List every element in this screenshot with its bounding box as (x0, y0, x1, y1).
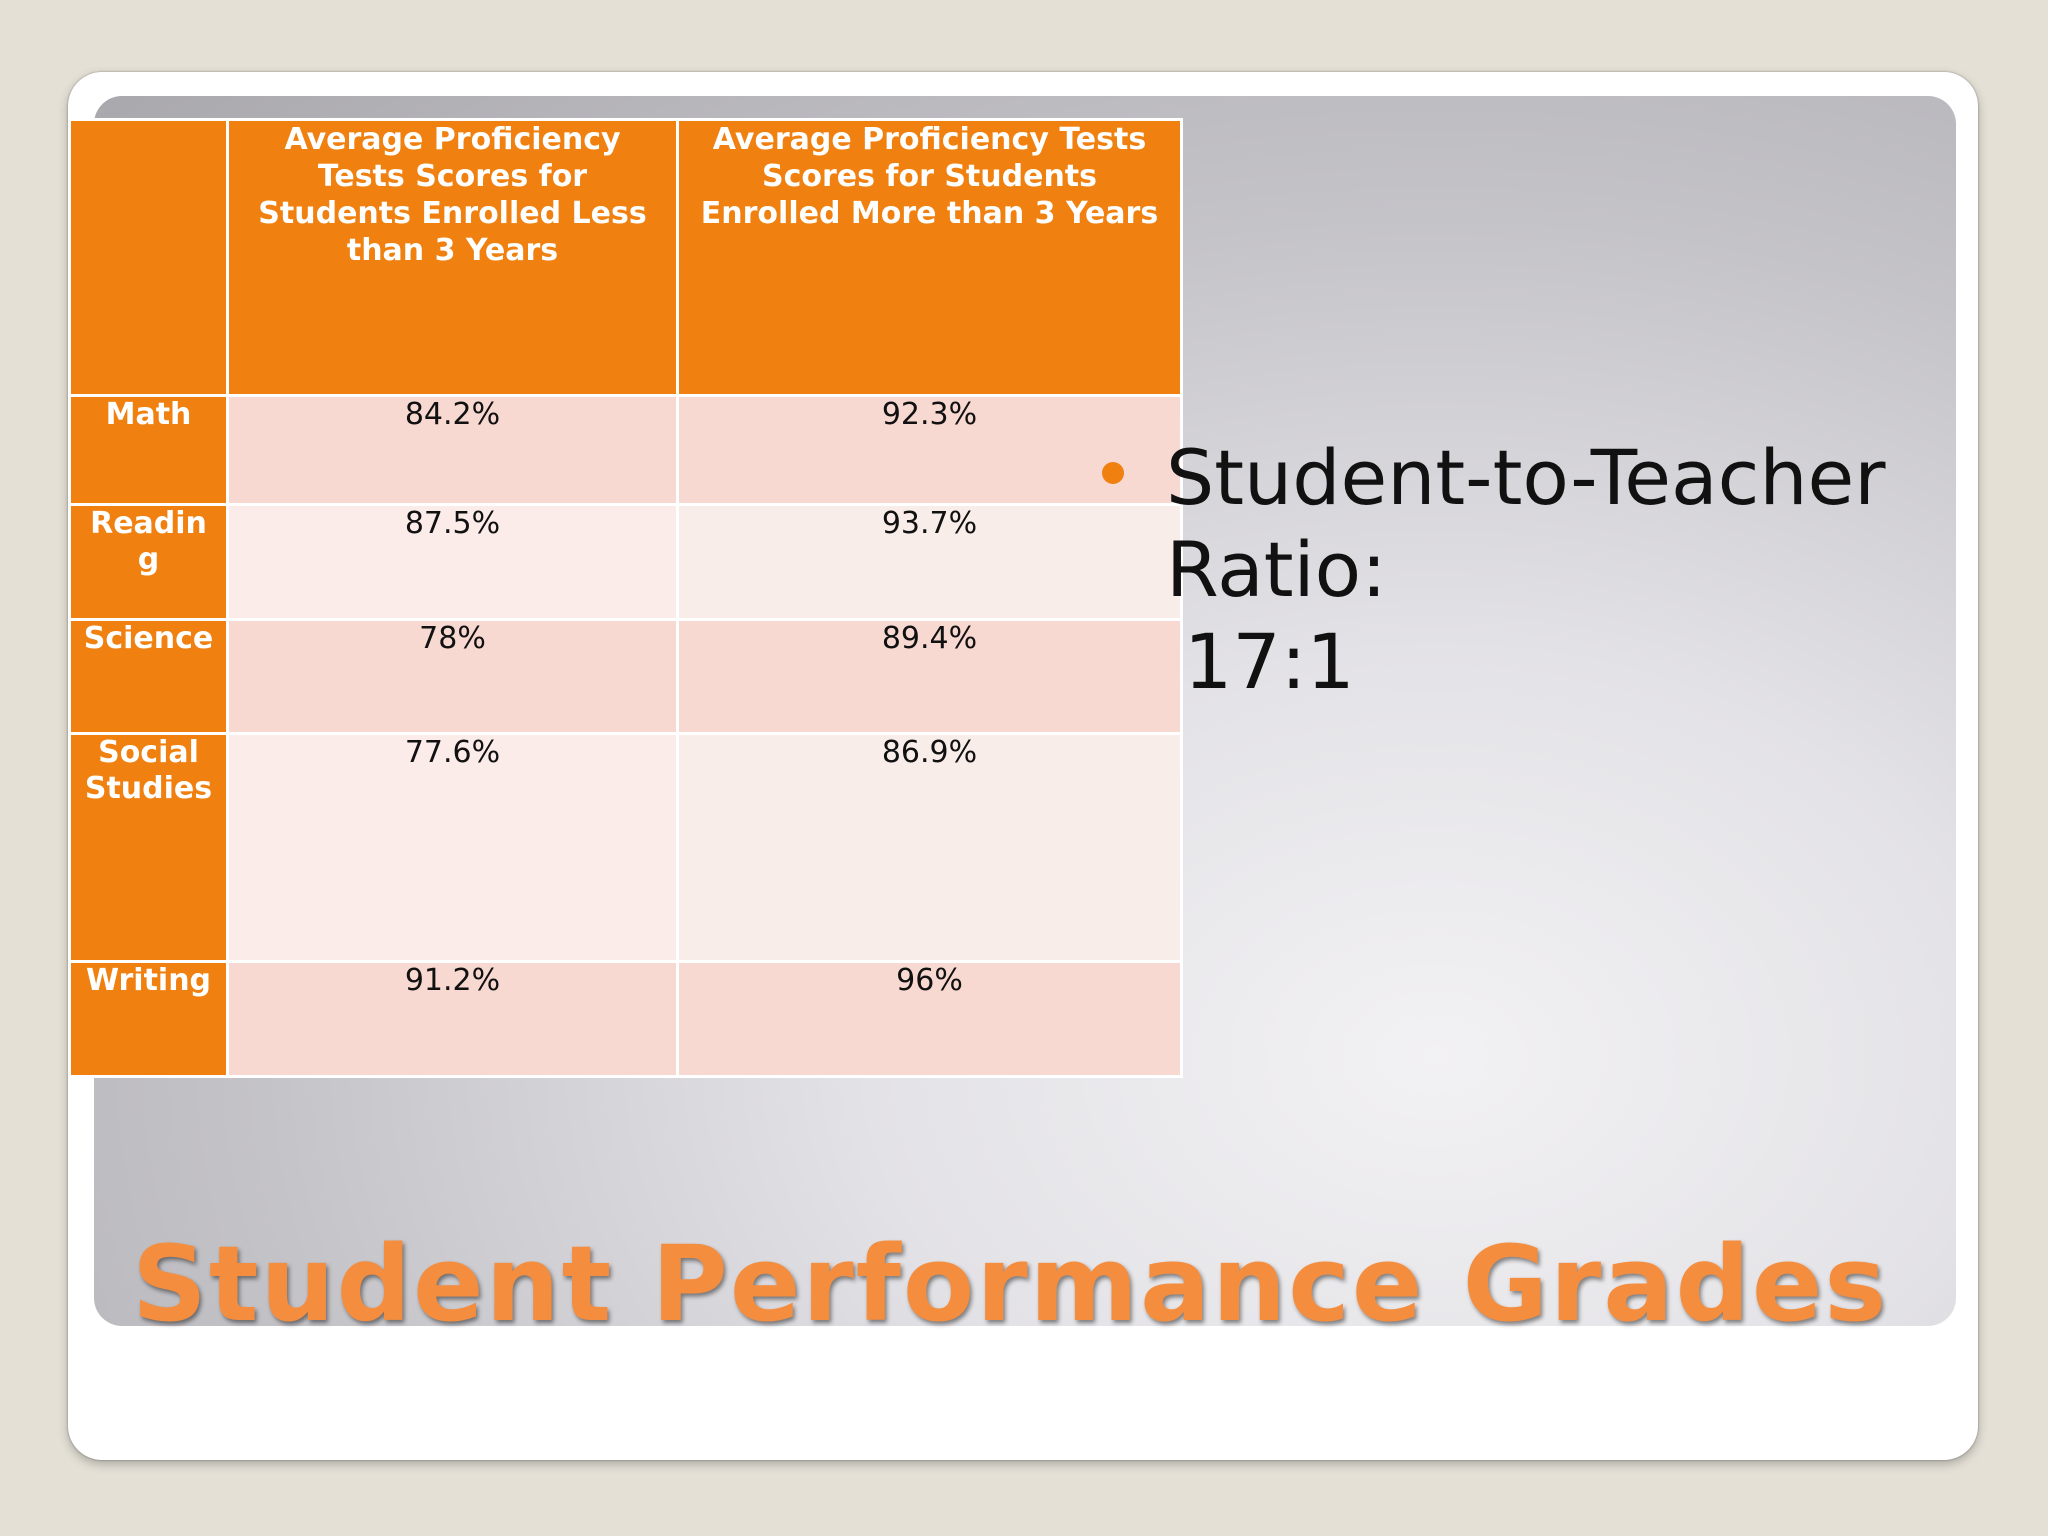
row-header-science: Science (68, 617, 229, 736)
column-header-less-than-3-years: Average Proficiency Tests Scores for Stu… (226, 117, 679, 398)
table-row: Readin g 87.5% 93.7% (68, 502, 1183, 621)
bullet-dot-icon (1102, 462, 1124, 484)
cell-reading-more: 93.7% (676, 502, 1183, 621)
ratio-label-line2: Ratio: (1166, 525, 1387, 614)
cell-social-studies-less: 77.6% (226, 732, 679, 964)
cell-math-less: 84.2% (226, 394, 679, 506)
row-header-social-studies: Social Studies (68, 732, 229, 964)
slide-title: Student Performance Grades (132, 1223, 1889, 1345)
column-header-more-than-3-years: Average Proficiency Tests Scores for Stu… (676, 117, 1183, 398)
table-row: Social Studies 77.6% 86.9% (68, 732, 1183, 964)
table-row: Science 78% 89.4% (68, 617, 1183, 736)
row-header-writing: Writing (68, 960, 229, 1078)
cell-science-less: 78% (226, 617, 679, 736)
table-row: Writing 91.2% 96% (68, 960, 1183, 1078)
ratio-label-line1: Student-to-Teacher (1166, 433, 1886, 522)
cell-science-more: 89.4% (676, 617, 1183, 736)
table-row: Math 84.2% 92.3% (68, 394, 1183, 506)
row-header-math: Math (68, 394, 229, 506)
ratio-value: 17:1 (1184, 617, 1355, 706)
cell-writing-more: 96% (676, 960, 1183, 1078)
cell-reading-less: 87.5% (226, 502, 679, 621)
scores-table: Average Proficiency Tests Scores for Stu… (68, 117, 1183, 1078)
cell-social-studies-more: 86.9% (676, 732, 1183, 964)
table-header-row: Average Proficiency Tests Scores for Stu… (68, 117, 1183, 398)
corner-header-cell (68, 117, 229, 398)
cell-math-more: 92.3% (676, 394, 1183, 506)
cell-writing-less: 91.2% (226, 960, 679, 1078)
row-header-reading: Readin g (68, 502, 229, 621)
